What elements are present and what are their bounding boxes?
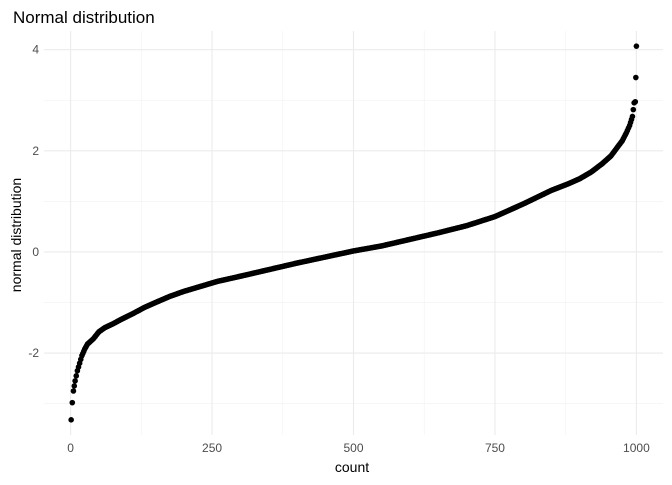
data-point (69, 399, 76, 406)
x-tick-label: 750 (485, 441, 505, 455)
grid (44, 31, 663, 435)
data-point (70, 388, 77, 394)
data-point (599, 160, 606, 167)
data-point (118, 316, 125, 323)
y-tick-label: 0 (32, 245, 39, 259)
data-point (435, 229, 442, 236)
data-point (101, 325, 108, 331)
data-point (197, 283, 204, 290)
data-point (407, 236, 413, 243)
x-axis-ticks: 0 250 500 750 1000 (67, 441, 650, 455)
x-tick-label: 1000 (623, 441, 650, 455)
data-point (265, 266, 272, 273)
data-point (110, 320, 116, 327)
data-point (72, 378, 78, 384)
chart-title: Normal distribution (13, 8, 155, 27)
data-point (632, 98, 639, 105)
data-point (619, 137, 626, 144)
data-point (633, 43, 640, 49)
data-point (84, 341, 91, 347)
y-tick-label: -2 (28, 346, 39, 360)
data-point (626, 122, 633, 129)
data-point (237, 273, 244, 280)
data-point (76, 360, 83, 367)
data-point (633, 74, 639, 81)
data-point (492, 213, 498, 220)
data-point (629, 113, 636, 120)
y-axis-title: normal distribution (8, 178, 24, 292)
data-point (378, 243, 385, 249)
data-point (520, 201, 527, 207)
data-point (548, 187, 555, 194)
data-point (630, 106, 637, 113)
data-point (294, 260, 300, 266)
y-tick-label: 4 (32, 43, 39, 57)
y-tick-label: 2 (32, 144, 39, 158)
data-point (214, 278, 221, 285)
data-point (90, 336, 97, 342)
data-point (565, 180, 572, 187)
data-point (613, 145, 620, 152)
data-point (350, 248, 357, 254)
data-point (463, 222, 470, 229)
data-point (130, 310, 136, 317)
y-axis-ticks: -2 0 2 4 (28, 43, 39, 360)
x-tick-label: 500 (343, 441, 363, 455)
x-axis-title: count (335, 459, 369, 475)
data-point (588, 169, 594, 175)
data-point (73, 373, 80, 379)
data-point (79, 352, 85, 359)
data-points (68, 43, 640, 423)
data-point (96, 329, 102, 335)
data-point (71, 383, 78, 389)
x-tick-label: 0 (67, 441, 74, 455)
data-point (81, 346, 88, 352)
data-point (608, 153, 614, 159)
data-point (180, 288, 187, 295)
data-point (74, 367, 81, 374)
data-point (322, 254, 329, 260)
data-point (623, 130, 630, 136)
data-point (141, 304, 147, 311)
data-point (152, 299, 159, 306)
data-point (68, 417, 74, 423)
x-tick-label: 250 (202, 441, 222, 455)
data-point (166, 293, 173, 300)
data-point (577, 175, 583, 182)
